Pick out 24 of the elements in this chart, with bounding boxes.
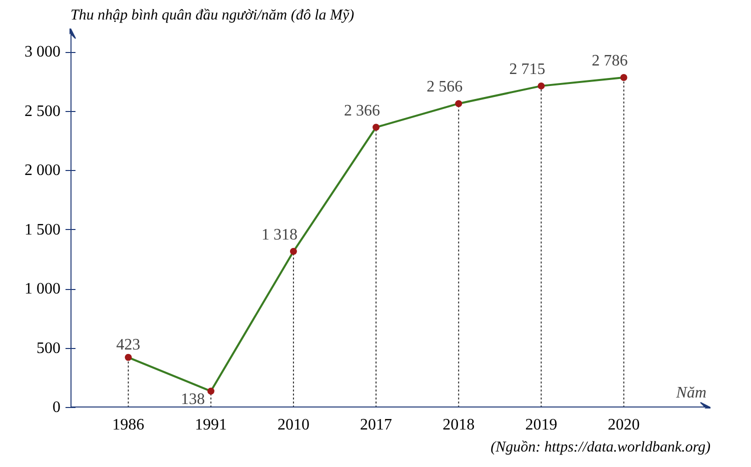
- x-tick-label: 2019: [525, 416, 558, 434]
- data-label: 423: [116, 336, 140, 354]
- y-tick-label: 0: [52, 399, 60, 416]
- data-label: 138: [180, 391, 205, 408]
- data-label: 2 786: [592, 52, 628, 70]
- y-tick-label: 1 000: [24, 280, 60, 298]
- text: (Nguồn: https://data.worldbank.org): [490, 440, 711, 456]
- y-tick-label: 2 500: [24, 102, 60, 120]
- y-tick-label: 3 000: [24, 44, 60, 61]
- data-label: 2 366: [344, 102, 380, 120]
- x-tick-label: 1986: [112, 416, 144, 434]
- x-tick-label: 2020: [608, 416, 640, 434]
- y-axis-title: Thu nhập bình quân đầu người/năm (đô la Mỹ): [70, 8, 354, 24]
- y-tick-label: 1 500: [24, 221, 60, 238]
- x-tick-label: 2010: [277, 416, 310, 434]
- y-tick-label: 2 000: [24, 162, 60, 180]
- x-tick-label: 2017: [360, 416, 392, 434]
- x-axis-title: Năm: [675, 384, 706, 402]
- x-tick-label: 1991: [194, 416, 227, 434]
- data-label: 2 566: [426, 78, 463, 96]
- y-tick-label: 500: [36, 340, 60, 357]
- data-label: 1 318: [261, 226, 298, 244]
- data-label: 2 715: [509, 60, 546, 78]
- x-tick-label: 2018: [442, 416, 475, 434]
